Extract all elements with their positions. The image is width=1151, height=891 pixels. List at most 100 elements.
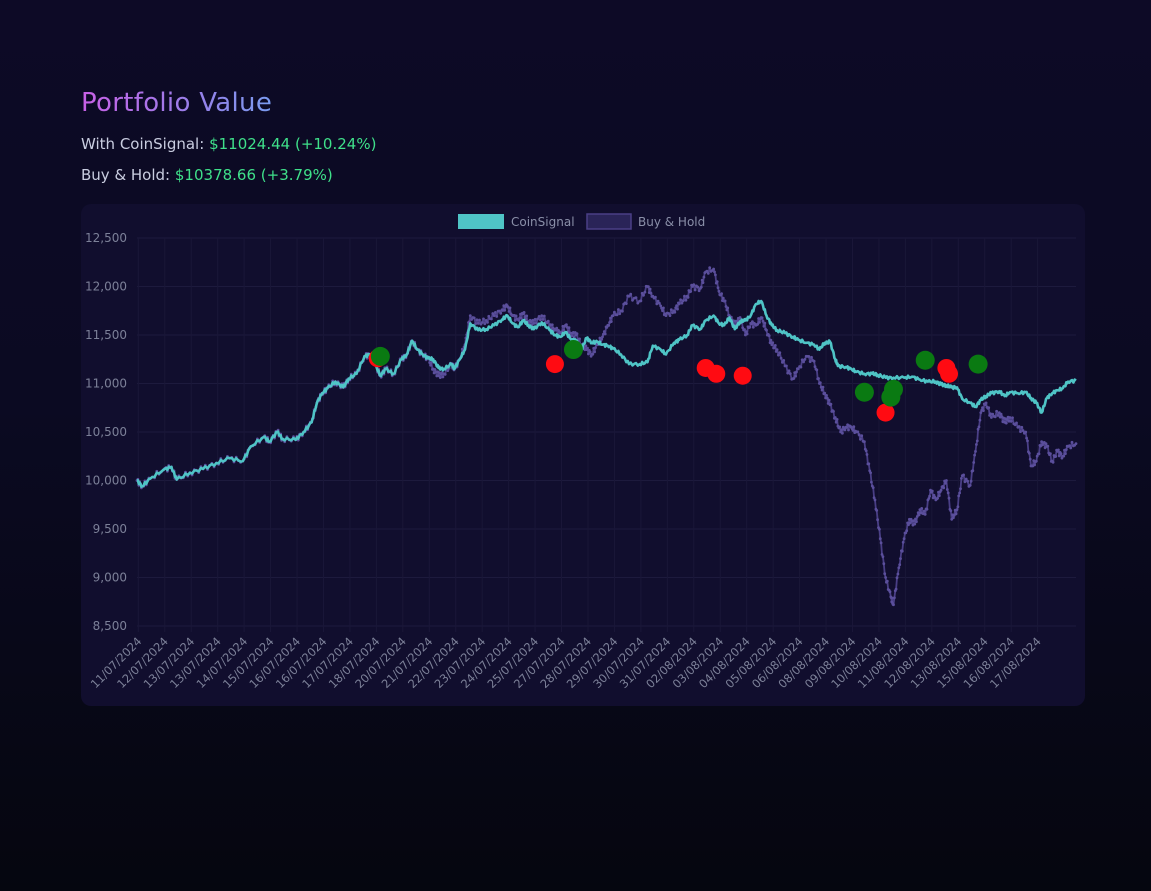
buyhold-point <box>1051 460 1055 464</box>
buyhold-point <box>884 576 887 579</box>
sell-signal-marker <box>876 403 895 422</box>
buyhold-point <box>978 418 982 422</box>
buyhold-point <box>1064 448 1068 451</box>
buyhold-point <box>894 587 898 591</box>
buyhold-point <box>525 314 529 318</box>
buyhold-point <box>883 572 887 576</box>
buyhold-point <box>540 314 544 317</box>
buyhold-point <box>962 473 965 477</box>
buyhold-point <box>904 531 908 535</box>
buyhold-point <box>720 292 723 296</box>
buyhold-point <box>634 296 638 299</box>
buyhold-point <box>821 385 825 389</box>
buyhold-point <box>537 315 541 318</box>
buyhold-point <box>550 323 554 327</box>
buyhold-point <box>1035 454 1039 458</box>
sell-signal-marker <box>733 366 752 385</box>
buyhold-point <box>781 361 784 364</box>
buyhold-point <box>914 517 917 521</box>
buyhold-point <box>993 415 997 419</box>
buyhold-point <box>642 293 645 297</box>
buyhold-point <box>875 509 879 512</box>
y-axis: 12,500 12,000 11,500 11,000 10,500 10,000 9,50… <box>85 231 127 633</box>
buyhold-point <box>587 352 590 356</box>
buyhold-point <box>815 368 819 372</box>
buyhold-point <box>958 491 961 495</box>
buyhold-point <box>871 486 875 489</box>
buyhold-point <box>878 537 882 541</box>
buyhold-point <box>899 557 902 560</box>
y-tick-label: 12,000 <box>85 280 127 294</box>
buyhold-point <box>971 469 975 473</box>
buyhold-point <box>954 512 958 516</box>
buyhold-point <box>575 332 579 336</box>
buyhold-point <box>763 321 767 325</box>
legend-swatch-buyhold[interactable] <box>586 213 632 230</box>
buyhold-point <box>823 391 827 395</box>
y-tick-label: 10,500 <box>85 425 127 439</box>
buyhold-point <box>562 328 566 332</box>
buyhold-point <box>1020 425 1024 429</box>
buy-signal-marker <box>854 382 874 402</box>
buyhold-point <box>692 283 696 286</box>
chart-legend[interactable]: CoinSignal Buy & Hold <box>458 213 705 230</box>
buyhold-point <box>611 314 615 317</box>
buyhold-point <box>460 347 464 351</box>
legend-swatch-coinsignal[interactable] <box>458 214 504 229</box>
buyhold-point <box>1068 444 1071 447</box>
buyhold-point <box>1009 420 1013 423</box>
buy-signal-marker <box>915 350 935 370</box>
buyhold-point <box>778 351 782 354</box>
legend-label-coinsignal[interactable]: CoinSignal <box>511 215 575 229</box>
buyhold-point <box>796 367 800 371</box>
buyhold-point <box>601 335 604 339</box>
buyhold-point <box>503 308 507 312</box>
buyhold-point <box>807 355 811 358</box>
buyhold-point <box>1046 444 1050 448</box>
buyhold-point <box>975 443 978 446</box>
buyhold-point <box>799 365 803 369</box>
buyhold-point <box>888 590 892 594</box>
buyhold-point <box>769 338 773 342</box>
buyhold-point <box>438 376 442 379</box>
buyhold-point <box>535 321 538 325</box>
buyhold-point <box>1019 430 1022 433</box>
buyhold-point <box>773 344 777 347</box>
buyhold-point <box>902 537 906 541</box>
buyhold-point <box>609 320 613 323</box>
buyhold-point <box>607 324 611 327</box>
buyhold-point <box>492 314 496 317</box>
buyhold-point <box>478 318 481 322</box>
buyhold-point <box>588 350 592 354</box>
buyhold-point <box>728 314 731 317</box>
buyhold-point <box>586 346 589 350</box>
buyhold-point <box>531 318 535 322</box>
buyhold-stat: Buy & Hold: $10378.66 (+3.79%) <box>81 166 333 184</box>
buyhold-point <box>438 371 441 374</box>
buyhold-point <box>433 368 437 371</box>
buyhold-point <box>717 289 721 293</box>
buyhold-point <box>648 287 652 291</box>
buyhold-point <box>738 316 742 319</box>
buyhold-point <box>870 480 873 484</box>
buyhold-point <box>765 328 768 332</box>
buyhold-point <box>857 433 861 437</box>
buyhold-point <box>1037 452 1041 456</box>
buyhold-point <box>847 428 850 432</box>
buyhold-point <box>969 479 973 483</box>
buyhold-point <box>555 326 559 330</box>
legend-label-buyhold[interactable]: Buy & Hold <box>638 215 705 229</box>
buyhold-point <box>565 323 568 327</box>
buyhold-point <box>629 292 633 296</box>
buyhold-point <box>923 513 927 516</box>
buyhold-point <box>621 309 624 313</box>
buyhold-point <box>673 310 677 314</box>
buyhold-point <box>474 322 477 326</box>
buyhold-point <box>973 453 976 457</box>
buyhold-point <box>957 494 961 498</box>
buyhold-point <box>658 301 661 305</box>
buyhold-point <box>859 437 862 441</box>
buyhold-point <box>873 498 877 502</box>
buyhold-point <box>696 285 700 289</box>
buyhold-point <box>945 488 949 491</box>
